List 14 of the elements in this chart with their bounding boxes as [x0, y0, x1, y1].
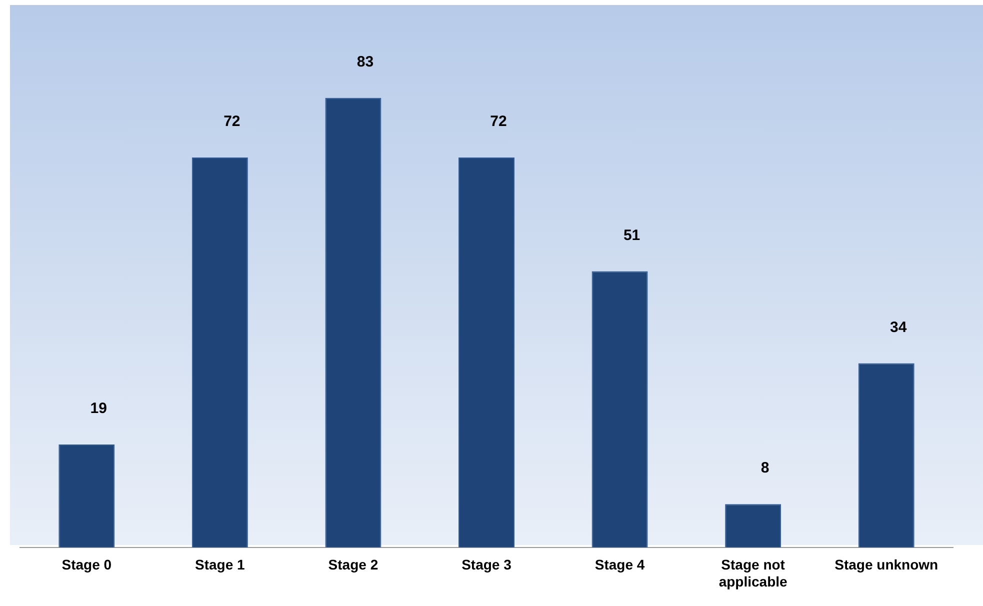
data-label: 51	[623, 226, 640, 244]
data-label: 72	[490, 113, 507, 130]
data-label: 83	[356, 54, 374, 71]
x-tick-label: Stage 1	[195, 556, 246, 573]
data-label: 8	[760, 460, 770, 477]
x-tick-label: Stage unknown	[834, 556, 938, 573]
data-label: 19	[90, 400, 107, 418]
x-tick-label: Stage 0	[62, 556, 112, 573]
x-tick-label: Stage not applicable	[718, 556, 788, 590]
x-tick-label: Stage 2	[328, 556, 378, 573]
x-tick-label: Stage 3	[462, 556, 512, 573]
data-label: 72	[224, 113, 240, 130]
x-tick-label: Stage 4	[594, 556, 645, 573]
data-label: 34	[890, 318, 908, 336]
